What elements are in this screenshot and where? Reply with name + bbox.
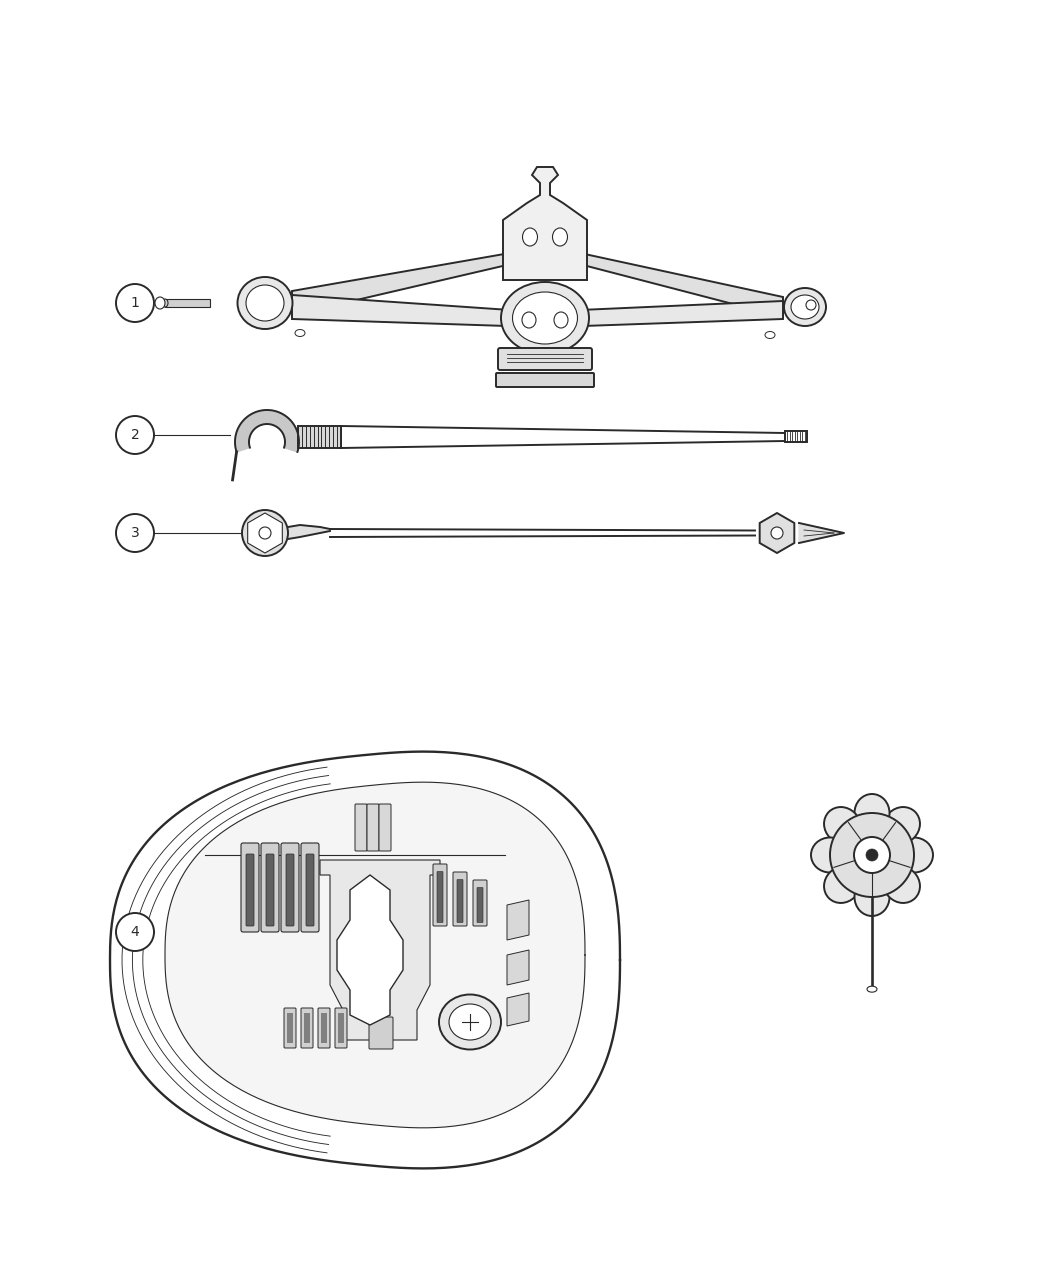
FancyBboxPatch shape — [437, 872, 443, 923]
FancyBboxPatch shape — [453, 872, 467, 926]
FancyBboxPatch shape — [498, 348, 592, 370]
FancyBboxPatch shape — [306, 854, 314, 926]
Ellipse shape — [883, 867, 920, 903]
Ellipse shape — [784, 288, 826, 326]
Bar — [165, 300, 210, 307]
FancyBboxPatch shape — [477, 887, 483, 923]
FancyBboxPatch shape — [266, 854, 274, 926]
Polygon shape — [507, 950, 529, 986]
FancyBboxPatch shape — [472, 880, 487, 926]
Ellipse shape — [523, 228, 538, 246]
Polygon shape — [289, 528, 340, 530]
FancyBboxPatch shape — [318, 1009, 330, 1048]
FancyBboxPatch shape — [457, 880, 463, 923]
Bar — [298, 426, 341, 448]
Ellipse shape — [449, 1003, 491, 1040]
FancyBboxPatch shape — [242, 843, 259, 932]
Polygon shape — [507, 900, 529, 940]
Polygon shape — [165, 782, 585, 1128]
Ellipse shape — [237, 277, 293, 329]
Bar — [287, 1014, 293, 1043]
FancyBboxPatch shape — [355, 805, 368, 850]
Ellipse shape — [771, 527, 783, 539]
Circle shape — [116, 913, 154, 951]
FancyBboxPatch shape — [379, 805, 391, 850]
Polygon shape — [320, 861, 440, 1040]
Text: 1: 1 — [130, 296, 140, 310]
Ellipse shape — [242, 510, 288, 556]
Polygon shape — [799, 523, 844, 543]
Polygon shape — [292, 295, 510, 326]
Bar — [321, 1014, 327, 1043]
Ellipse shape — [883, 807, 920, 844]
FancyBboxPatch shape — [368, 805, 379, 850]
Ellipse shape — [824, 867, 861, 903]
Ellipse shape — [824, 807, 861, 844]
Ellipse shape — [765, 332, 775, 338]
FancyBboxPatch shape — [261, 843, 279, 932]
Polygon shape — [292, 252, 510, 315]
Polygon shape — [110, 751, 620, 1168]
FancyBboxPatch shape — [433, 864, 447, 926]
Ellipse shape — [867, 986, 877, 992]
FancyBboxPatch shape — [335, 1009, 346, 1048]
Circle shape — [854, 836, 890, 873]
Ellipse shape — [501, 282, 589, 354]
Polygon shape — [760, 513, 794, 553]
Polygon shape — [337, 875, 403, 1025]
FancyBboxPatch shape — [496, 374, 594, 388]
Polygon shape — [235, 411, 299, 451]
Ellipse shape — [259, 527, 271, 539]
Bar — [338, 1014, 344, 1043]
Polygon shape — [248, 513, 282, 553]
FancyBboxPatch shape — [301, 1009, 313, 1048]
FancyBboxPatch shape — [301, 843, 319, 932]
Ellipse shape — [512, 292, 578, 344]
Ellipse shape — [811, 838, 849, 872]
Polygon shape — [580, 301, 783, 326]
FancyBboxPatch shape — [281, 843, 299, 932]
Ellipse shape — [554, 312, 568, 328]
Polygon shape — [580, 252, 783, 317]
Ellipse shape — [552, 228, 567, 246]
Ellipse shape — [295, 329, 304, 337]
Text: 3: 3 — [130, 527, 140, 541]
Text: 4: 4 — [130, 924, 140, 938]
Circle shape — [866, 849, 878, 861]
Ellipse shape — [155, 297, 165, 309]
Polygon shape — [341, 426, 785, 448]
Polygon shape — [507, 993, 529, 1026]
Bar — [785, 431, 807, 442]
Polygon shape — [330, 529, 755, 537]
FancyBboxPatch shape — [246, 854, 254, 926]
FancyBboxPatch shape — [369, 1017, 393, 1049]
Polygon shape — [503, 167, 587, 280]
Ellipse shape — [855, 794, 889, 833]
Circle shape — [830, 813, 914, 898]
Ellipse shape — [522, 312, 536, 328]
Ellipse shape — [162, 300, 168, 307]
FancyBboxPatch shape — [284, 1009, 296, 1048]
Circle shape — [806, 300, 816, 310]
Polygon shape — [288, 525, 330, 539]
Circle shape — [116, 514, 154, 552]
Circle shape — [116, 416, 154, 454]
Ellipse shape — [855, 878, 889, 915]
FancyBboxPatch shape — [286, 854, 294, 926]
Ellipse shape — [895, 838, 933, 872]
Ellipse shape — [246, 286, 284, 321]
Ellipse shape — [791, 295, 819, 319]
Bar — [304, 1014, 310, 1043]
Ellipse shape — [439, 994, 501, 1049]
Text: 2: 2 — [130, 428, 140, 442]
Circle shape — [116, 284, 154, 323]
